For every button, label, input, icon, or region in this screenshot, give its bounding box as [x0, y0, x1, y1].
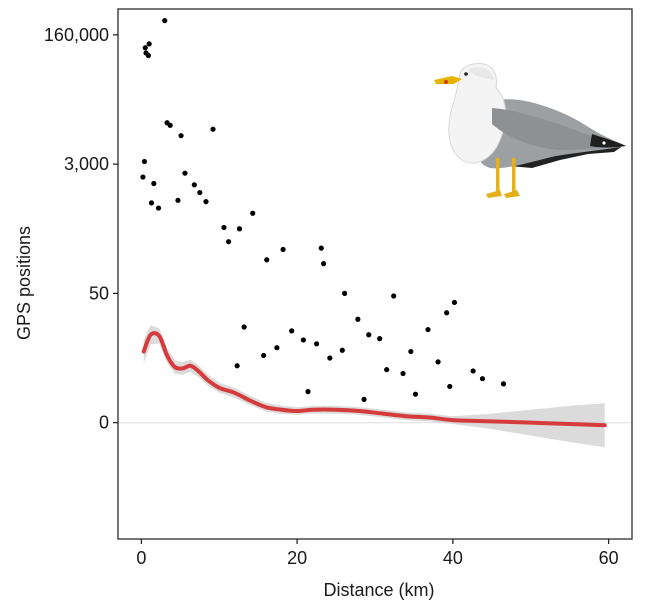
data-point: [377, 336, 383, 342]
data-point: [155, 205, 162, 211]
data-point: [236, 226, 243, 232]
x-axis-title: Distance (km): [323, 580, 434, 600]
data-point: [412, 391, 419, 397]
data-point: [197, 189, 203, 196]
y-tick-label: 3,000: [64, 154, 109, 174]
data-point: [339, 347, 345, 353]
data-point: [210, 126, 216, 132]
data-point: [384, 367, 390, 373]
data-point: [274, 345, 280, 351]
data-point: [305, 389, 311, 395]
data-point: [470, 368, 476, 374]
data-point: [500, 381, 507, 387]
data-point: [361, 396, 367, 402]
data-point: [221, 224, 227, 231]
data-point: [225, 239, 232, 245]
data-point: [355, 316, 361, 322]
data-point: [391, 293, 397, 299]
data-point: [191, 182, 197, 188]
data-point: [400, 370, 406, 377]
x-tick-label: 0: [136, 548, 146, 568]
data-point: [182, 170, 188, 176]
data-point: [342, 290, 348, 296]
data-point: [327, 355, 333, 361]
data-point: [444, 310, 450, 316]
data-point: [408, 348, 414, 355]
data-point: [313, 341, 320, 347]
data-point: [479, 376, 486, 382]
smooth-line: [141, 331, 607, 428]
data-point: [178, 133, 184, 139]
data-point: [167, 122, 173, 128]
y-tick-label: 0: [99, 413, 109, 433]
data-point: [142, 45, 148, 51]
confidence-band-area: [143, 325, 605, 448]
data-point: [264, 257, 270, 263]
y-tick-label: 160,000: [44, 25, 109, 45]
data-point: [234, 363, 240, 369]
data-point: [280, 246, 286, 253]
smooth-line-path: [141, 331, 607, 428]
y-axis-title: GPS positions: [14, 226, 34, 340]
data-point: [321, 261, 327, 267]
data-point: [451, 299, 458, 306]
data-point: [447, 383, 453, 390]
data-point: [289, 328, 295, 334]
x-tick-label: 60: [599, 548, 619, 568]
data-point: [435, 359, 441, 365]
confidence-band: [143, 325, 605, 448]
gull-illustration: [434, 63, 626, 198]
data-point: [140, 174, 146, 180]
data-point: [151, 180, 157, 187]
plot-panel: [117, 8, 633, 540]
data-point: [148, 200, 155, 206]
x-tick-label: 20: [287, 548, 307, 568]
data-points: [140, 18, 507, 402]
data-point: [241, 324, 247, 330]
data-point: [141, 158, 148, 165]
data-point: [203, 199, 209, 205]
data-point: [261, 352, 267, 359]
data-point: [425, 326, 431, 333]
data-point: [175, 197, 181, 203]
data-point: [318, 245, 324, 251]
data-point: [146, 41, 152, 47]
data-point: [162, 18, 168, 24]
y-tick-label: 50: [89, 283, 109, 303]
data-point: [250, 210, 256, 216]
data-point: [145, 52, 151, 59]
data-point: [366, 332, 372, 338]
data-point: [300, 337, 306, 343]
x-tick-label: 40: [443, 548, 463, 568]
